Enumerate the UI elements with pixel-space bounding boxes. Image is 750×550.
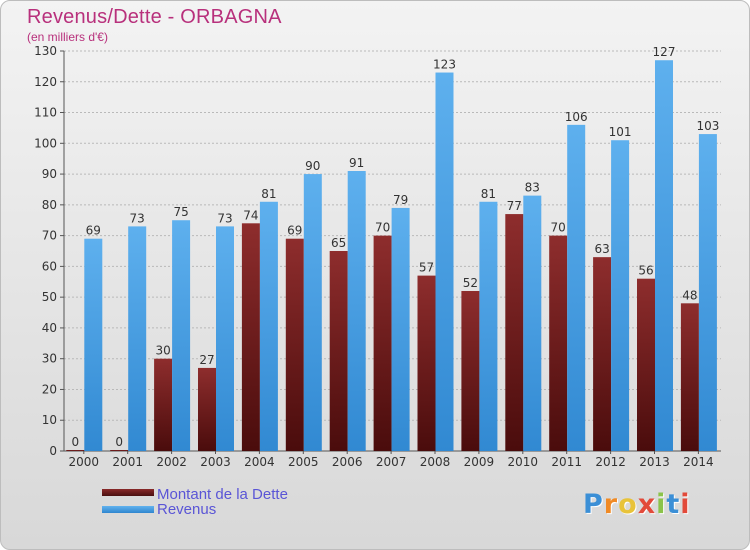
data-label-revenus: 90 bbox=[305, 159, 320, 173]
bar-dette bbox=[241, 223, 260, 451]
chart-subtitle: (en milliers d'€) bbox=[27, 30, 108, 44]
y-tick-label: 0 bbox=[49, 444, 57, 458]
y-tick-label: 90 bbox=[42, 167, 57, 181]
bar-revenus bbox=[567, 124, 586, 451]
bar-revenus bbox=[347, 171, 366, 451]
y-tick-label: 130 bbox=[34, 44, 57, 58]
bar-revenus bbox=[259, 201, 278, 451]
proxiti-logo: Proxiti bbox=[583, 489, 691, 520]
data-label-revenus: 83 bbox=[525, 181, 540, 195]
data-label-dette: 74 bbox=[243, 208, 258, 222]
bar-revenus bbox=[84, 238, 103, 451]
data-label-dette: 30 bbox=[155, 344, 170, 358]
bar-revenus bbox=[523, 195, 542, 451]
bar-revenus bbox=[391, 207, 410, 451]
y-tick-label: 20 bbox=[42, 382, 57, 396]
data-label-revenus: 103 bbox=[696, 119, 719, 133]
data-label-dette: 56 bbox=[638, 264, 653, 278]
legend-swatch-dette bbox=[102, 489, 154, 496]
bar-dette bbox=[110, 450, 129, 451]
x-tick-label: 2013 bbox=[639, 455, 670, 469]
y-tick-label: 110 bbox=[34, 106, 57, 120]
x-tick-label: 2011 bbox=[551, 455, 582, 469]
y-tick-label: 60 bbox=[42, 259, 57, 273]
data-label-dette: 63 bbox=[594, 242, 609, 256]
y-tick-label: 100 bbox=[34, 136, 57, 150]
legend-swatch-revenus bbox=[102, 506, 154, 513]
bar-dette bbox=[461, 291, 480, 451]
x-tick-label: 2014 bbox=[683, 455, 714, 469]
legend-label-revenus: Revenus bbox=[157, 501, 217, 518]
data-label-revenus: 106 bbox=[565, 110, 588, 124]
data-label-dette: 69 bbox=[287, 224, 302, 238]
bar-dette bbox=[680, 303, 699, 451]
data-label-revenus: 73 bbox=[217, 211, 232, 225]
data-label-revenus: 73 bbox=[130, 211, 145, 225]
bar-revenus bbox=[611, 140, 630, 451]
bar-dette bbox=[154, 358, 173, 451]
bar-revenus bbox=[303, 174, 322, 452]
bar-dette bbox=[505, 214, 524, 451]
y-tick-label: 80 bbox=[42, 198, 57, 212]
data-label-revenus: 81 bbox=[261, 187, 276, 201]
bar-revenus bbox=[172, 220, 191, 451]
bar-revenus bbox=[435, 72, 454, 452]
data-label-revenus: 127 bbox=[653, 45, 676, 59]
bar-dette bbox=[285, 238, 304, 451]
y-tick-label: 120 bbox=[34, 75, 57, 89]
y-tick-label: 40 bbox=[42, 321, 57, 335]
x-tick-label: 2008 bbox=[420, 455, 451, 469]
bar-revenus bbox=[216, 226, 234, 451]
data-label-dette: 70 bbox=[551, 221, 566, 235]
x-tick-label: 2005 bbox=[288, 455, 319, 469]
bar-dette bbox=[637, 278, 655, 451]
data-label-dette: 0 bbox=[115, 435, 123, 449]
bar-revenus bbox=[479, 201, 498, 451]
data-label-revenus: 91 bbox=[349, 156, 364, 170]
bar-dette bbox=[549, 235, 568, 451]
data-label-dette: 65 bbox=[331, 236, 346, 250]
legend-label-dette: Montant de la Dette bbox=[157, 486, 288, 503]
data-label-revenus: 75 bbox=[173, 205, 188, 219]
data-label-dette: 52 bbox=[463, 276, 478, 290]
data-label-revenus: 101 bbox=[609, 125, 632, 139]
x-tick-label: 2010 bbox=[508, 455, 539, 469]
data-label-revenus: 79 bbox=[393, 193, 408, 207]
x-tick-label: 2004 bbox=[244, 455, 275, 469]
y-tick-label: 50 bbox=[42, 290, 57, 304]
x-tick-label: 2007 bbox=[376, 455, 407, 469]
bar-revenus bbox=[698, 134, 717, 452]
data-label-dette: 70 bbox=[375, 221, 390, 235]
data-label-dette: 77 bbox=[507, 199, 522, 213]
bar-dette bbox=[373, 235, 392, 451]
bar-dette bbox=[66, 450, 85, 451]
y-tick-label: 30 bbox=[42, 352, 57, 366]
data-label-dette: 57 bbox=[419, 261, 434, 275]
x-tick-label: 2001 bbox=[112, 455, 143, 469]
x-tick-label: 2002 bbox=[156, 455, 187, 469]
data-label-revenus: 69 bbox=[86, 224, 101, 238]
bar-dette bbox=[593, 257, 612, 451]
bar-dette bbox=[198, 367, 216, 451]
data-label-revenus: 81 bbox=[481, 187, 496, 201]
data-label-dette: 0 bbox=[71, 435, 79, 449]
x-tick-label: 2009 bbox=[464, 455, 495, 469]
x-tick-label: 2003 bbox=[200, 455, 231, 469]
data-label-dette: 27 bbox=[199, 353, 214, 367]
y-tick-label: 10 bbox=[42, 413, 57, 427]
bar-dette bbox=[329, 251, 348, 451]
bar-dette bbox=[417, 275, 436, 451]
y-tick-label: 70 bbox=[42, 229, 57, 243]
bar-revenus bbox=[655, 60, 673, 451]
x-tick-label: 2000 bbox=[69, 455, 100, 469]
chart-title: Revenus/Dette - ORBAGNA bbox=[27, 6, 282, 28]
x-tick-label: 2012 bbox=[595, 455, 626, 469]
data-label-dette: 48 bbox=[682, 288, 697, 302]
x-tick-label: 2006 bbox=[332, 455, 363, 469]
bar-revenus bbox=[128, 226, 147, 451]
data-label-revenus: 123 bbox=[433, 58, 456, 72]
